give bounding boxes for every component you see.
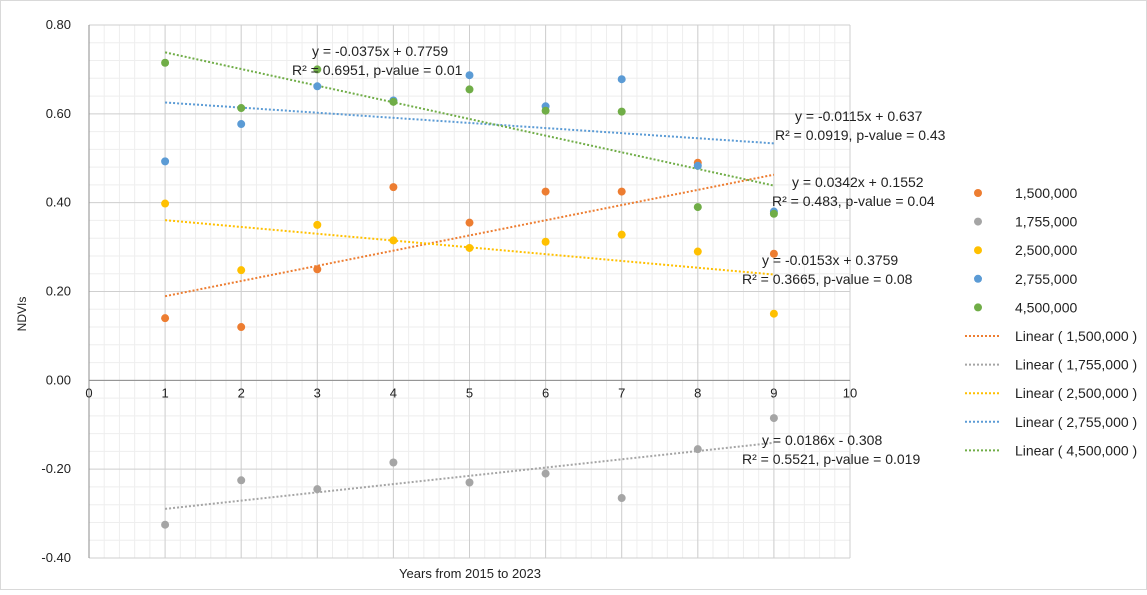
legend-marker	[974, 303, 982, 312]
y-tick-label: 0.40	[46, 195, 71, 210]
data-point	[769, 309, 778, 318]
legend-label: 2,500,000	[1015, 242, 1077, 258]
data-point	[237, 323, 246, 332]
x-tick-label: 6	[542, 385, 549, 400]
data-point	[313, 65, 322, 74]
data-point	[161, 520, 170, 529]
axes: -0.40 -0.20 0.00 0.20 0.40 0.60 0.80 0 1 2 3 4 5 6 7 8 9…	[41, 17, 857, 565]
legend-label: Linear ( 2,755,000 )	[1015, 414, 1137, 430]
legend-label: 4,500,000	[1015, 299, 1077, 315]
trendline-equation: y = 0.0342x + 0.1552	[792, 174, 924, 190]
data-point	[769, 209, 778, 218]
trendline-stats: R² = 0.5521, p-value = 0.019	[742, 451, 920, 467]
data-point	[693, 247, 702, 256]
data-point	[617, 494, 626, 503]
x-tick-label: 7	[618, 385, 625, 400]
x-tick-label: 10	[843, 385, 857, 400]
data-point	[161, 157, 170, 166]
data-point	[617, 187, 626, 196]
trendline-stats: R² = 0.0919, p-value = 0.43	[775, 127, 946, 143]
data-point	[693, 445, 702, 454]
y-tick-label: -0.40	[41, 550, 71, 565]
legend-marker	[974, 189, 982, 197]
data-point	[389, 458, 398, 467]
data-point	[541, 469, 550, 478]
data-point	[693, 203, 702, 212]
data-point	[465, 218, 474, 227]
trendline-annotations: y = 0.0342x + 0.1552 R² = 0.483, p-value …	[292, 43, 946, 467]
data-point	[617, 107, 626, 116]
y-tick-label: 0.80	[46, 17, 71, 32]
data-point	[237, 120, 246, 129]
x-tick-label: 2	[238, 385, 245, 400]
x-tick-label: 1	[161, 385, 168, 400]
x-tick-label: 4	[390, 385, 397, 400]
data-point	[617, 230, 626, 239]
data-point	[161, 314, 170, 323]
x-axis-title: Years from 2015 to 2023	[399, 566, 541, 581]
legend-label: 1,500,000	[1015, 185, 1077, 201]
data-point	[237, 266, 246, 275]
data-point	[313, 220, 322, 229]
trendline	[164, 173, 775, 298]
data-point	[769, 414, 778, 423]
trendline-equation: y = -0.0115x + 0.637	[795, 108, 923, 124]
data-point	[237, 104, 246, 113]
y-tick-label: -0.20	[41, 461, 71, 476]
trendline-equation: y = 0.0186x - 0.308	[762, 432, 882, 448]
data-point	[769, 249, 778, 258]
legend-marker	[974, 217, 982, 226]
y-tick-label: 0.00	[46, 372, 71, 387]
data-point	[465, 71, 474, 80]
x-tick-label: 3	[314, 385, 321, 400]
legend-marker	[974, 274, 982, 283]
legend-label: Linear ( 2,500,000 )	[1015, 385, 1137, 401]
x-tick-label: 8	[694, 385, 701, 400]
data-point	[541, 106, 550, 115]
y-tick-label: 0.60	[46, 106, 71, 121]
data-point	[541, 187, 550, 196]
data-point	[389, 236, 398, 245]
trendline-stats: R² = 0.483, p-value = 0.04	[772, 193, 935, 209]
legend-label: 2,755,000	[1015, 271, 1077, 287]
trendline	[165, 101, 774, 145]
x-tick-label: 9	[770, 385, 777, 400]
trendline-equation: y = -0.0153x + 0.3759	[762, 252, 898, 268]
x-tick-label: 0	[85, 385, 92, 400]
data-point	[313, 82, 322, 91]
data-point	[465, 243, 474, 252]
data-point	[161, 58, 170, 67]
trendline-equation: y = -0.0375x + 0.7759	[312, 43, 448, 59]
y-axis-title: NDVIs	[15, 297, 29, 332]
data-point	[313, 485, 322, 494]
data-point	[693, 161, 702, 170]
x-tick-label: 5	[466, 385, 473, 400]
legend-label: Linear ( 4,500,000 )	[1015, 442, 1137, 458]
data-point	[617, 75, 626, 84]
data-point	[389, 183, 398, 192]
data-points	[161, 58, 778, 529]
data-point	[465, 85, 474, 94]
trendline-stats: R² = 0.3665, p-value = 0.08	[742, 271, 913, 287]
data-point	[389, 97, 398, 106]
data-point	[541, 237, 550, 246]
y-tick-label: 0.20	[46, 284, 71, 299]
legend: 1,500,000 1,755,000 2,500,000 2,755,000 4,50…	[965, 185, 1137, 458]
legend-label: Linear ( 1,755,000 )	[1015, 357, 1137, 373]
grid	[88, 24, 851, 559]
trendline-stats: R² = 0.6951, p-value = 0.01	[292, 62, 463, 78]
legend-label: Linear ( 1,500,000 )	[1015, 328, 1137, 344]
data-point	[313, 265, 322, 274]
data-point	[465, 478, 474, 487]
legend-label: 1,755,000	[1015, 214, 1077, 230]
data-point	[237, 476, 246, 485]
data-point	[161, 199, 170, 208]
legend-marker	[974, 246, 982, 255]
